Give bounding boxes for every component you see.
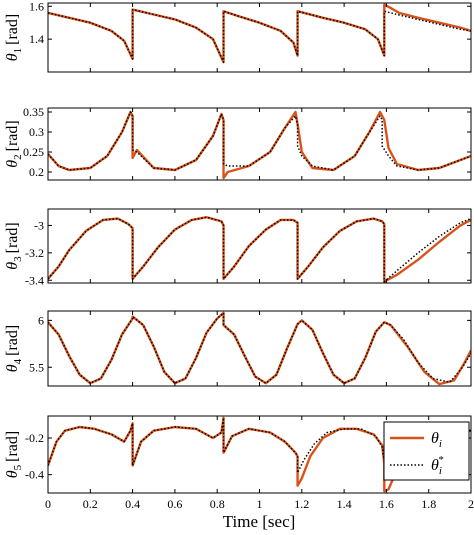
y-label-subscript: 4 — [12, 358, 24, 364]
y-tick-label: -3.2 — [25, 246, 44, 260]
y-label-subscript: 1 — [12, 48, 24, 54]
y-label-unit: [rad] — [4, 14, 21, 45]
y-label-unit: [rad] — [4, 222, 21, 253]
x-tick-label: 2 — [468, 497, 474, 511]
y-tick-label: -0.2 — [25, 431, 44, 445]
y-tick-label: 5.5 — [29, 360, 44, 374]
y-label-symbol: θ — [4, 53, 21, 61]
x-tick-label: 1.8 — [421, 497, 436, 511]
desired-series-line-theta2 — [48, 111, 471, 171]
actual-series-line-theta1 — [48, 3, 471, 64]
y-axis-label-theta2: θ2 [rad] — [4, 120, 24, 167]
y-tick-label: 0.3 — [29, 125, 44, 139]
x-tick-label: 1.4 — [337, 497, 352, 511]
subplot-theta3: -3.4 -3.2 -3 θ3 [rad] — [4, 208, 472, 287]
y-tick-label: 6 — [38, 313, 44, 327]
subplots: 1.41.6θ1[rad]0.20.250.30.35θ2[rad]-3.4-3… — [4, 0, 474, 511]
x-tick-label: 0 — [45, 497, 51, 511]
y-tick-label: 0.35 — [23, 105, 44, 119]
y-tick-label: -3.4 — [25, 273, 44, 287]
subplot-theta2: 0.2 0.25 0.3 0.35 θ2 [rad] — [4, 105, 472, 181]
y-tick-label: 1.4 — [29, 32, 44, 46]
legend-label-desired: θi* — [431, 454, 444, 477]
x-tick-label: 0.8 — [210, 497, 225, 511]
y-label-symbol: θ — [4, 470, 21, 478]
y-label-symbol: θ — [4, 262, 21, 270]
y-axis-label-theta3: θ3 [rad] — [4, 222, 24, 269]
y-axis-label-theta4: θ4 [rad] — [4, 325, 24, 372]
subplot-theta4: 5.5 6 θ4 [rad] — [4, 310, 472, 387]
legend-box — [383, 421, 470, 481]
x-axis-label: Time [sec] — [223, 512, 296, 531]
y-tick-label: -3 — [34, 218, 44, 232]
x-tick-label: 1.6 — [379, 497, 394, 511]
y-label-unit: [rad] — [4, 431, 21, 462]
y-label-subscript: 3 — [12, 256, 24, 262]
actual-series-line-theta4 — [48, 311, 471, 386]
x-tick-label: 1.2 — [294, 497, 309, 511]
y-tick-label: 0.2 — [29, 165, 44, 179]
axes-box — [47, 2, 472, 73]
axes-box — [47, 107, 472, 181]
y-label-symbol: θ — [4, 160, 21, 168]
y-label-subscript: 2 — [12, 154, 24, 160]
y-label-unit: [rad] — [4, 120, 21, 151]
y-label-symbol: θ — [4, 364, 21, 372]
subplot-theta5: 0 0.2 0.4 0.6 0.8 1 1.2 1.4 1.6 1.8 2 -0.4 -0.2 θ5 [ra… — [4, 415, 474, 511]
desired-series-line-theta1 — [48, 8, 471, 63]
subplot-theta1: 1.4 1.6 θ1 [rad] — [4, 0, 472, 73]
y-label-subscript: 5 — [12, 464, 24, 470]
y-tick-label: 1.6 — [29, 0, 44, 13]
y-tick-label: -0.4 — [25, 468, 44, 482]
desired-series-line-theta4 — [48, 312, 471, 384]
x-tick-label: 0.6 — [167, 497, 182, 511]
y-label-unit: [rad] — [4, 325, 21, 356]
desired-series-line-theta3 — [48, 216, 471, 283]
x-tick-label: 0.2 — [83, 497, 98, 511]
y-axis-label-theta5: θ5 [rad] — [4, 431, 24, 478]
y-tick-label: 0.25 — [23, 145, 44, 159]
legend-label-actual: θi — [431, 430, 442, 450]
x-tick-label: 1 — [257, 497, 263, 511]
x-tick-label: 0.4 — [125, 497, 140, 511]
y-axis-label-theta1: θ1 [rad] — [4, 14, 24, 61]
legend: θi θi* — [383, 421, 470, 481]
actual-series-line-theta3 — [48, 216, 471, 283]
